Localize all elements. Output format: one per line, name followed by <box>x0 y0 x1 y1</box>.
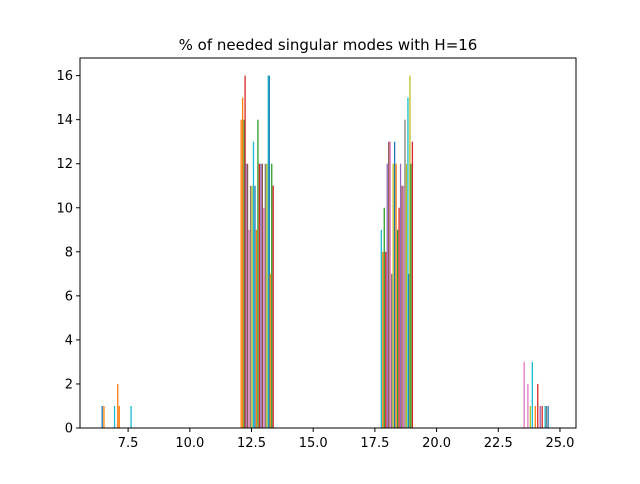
bar-17 <box>255 229 258 428</box>
bar-43 <box>399 163 402 428</box>
bar-37 <box>391 273 393 428</box>
y-tick-label-6: 12 <box>56 157 73 172</box>
bar-12 <box>248 229 250 428</box>
bar-63 <box>547 405 549 428</box>
bar-16 <box>254 185 256 428</box>
bar-45 <box>402 185 405 428</box>
bar-14 <box>251 185 253 428</box>
x-tick-label-1: 10.0 <box>175 436 204 451</box>
x-tick-label-6: 22.5 <box>484 436 513 451</box>
bar-32 <box>383 207 385 428</box>
bar-24 <box>266 163 268 428</box>
bar-0 <box>101 405 103 428</box>
bar-56 <box>531 361 533 428</box>
bar-48 <box>407 97 409 428</box>
bar-20 <box>260 163 262 428</box>
bars-layer <box>101 75 549 429</box>
x-tick-label-7: 25.0 <box>545 436 574 451</box>
axis-layer: 7.5 10.0 12.5 15.0 17.5 20.0 22.5 25.0 0 2 4 6 8 10 12… <box>56 69 574 451</box>
bar-55 <box>529 405 531 428</box>
bar-19 <box>258 163 261 428</box>
y-tick-label-0: 0 <box>65 422 73 437</box>
bar-46 <box>404 119 406 429</box>
bar-59 <box>539 405 541 428</box>
bar-52 <box>411 141 414 428</box>
y-tick-label-1: 2 <box>65 377 73 392</box>
x-tick-label-3: 15.0 <box>299 436 328 451</box>
y-tick-label-7: 14 <box>56 113 73 128</box>
bar-57 <box>534 405 536 428</box>
bar-10 <box>245 163 247 428</box>
bar-5 <box>130 405 132 428</box>
bar-54 <box>527 383 529 428</box>
bar-8 <box>243 119 245 429</box>
bar-13 <box>249 185 252 428</box>
bar-51 <box>410 163 412 428</box>
bar-22 <box>263 207 265 428</box>
bar-50 <box>409 75 411 429</box>
bar-31 <box>382 251 384 428</box>
bar-62 <box>545 405 548 428</box>
bar-18 <box>257 119 259 429</box>
plot-area <box>80 58 576 428</box>
bar-23 <box>264 163 266 428</box>
bar-61 <box>544 405 546 428</box>
bar-4 <box>118 405 120 428</box>
bar-53 <box>523 361 525 428</box>
bar-28 <box>271 163 273 428</box>
y-tick-label-4: 8 <box>65 245 73 260</box>
bar-49 <box>408 273 410 428</box>
bar-44 <box>401 185 403 428</box>
x-tick-label-2: 12.5 <box>237 436 266 451</box>
bar-15 <box>252 141 255 428</box>
bar-35 <box>388 141 390 428</box>
bar-30 <box>380 229 382 428</box>
bar-39 <box>393 141 396 428</box>
bar-38 <box>392 163 394 428</box>
bar-33 <box>385 251 387 428</box>
y-tick-label-5: 10 <box>56 201 73 216</box>
bar-60 <box>541 405 543 428</box>
bar-21 <box>261 163 264 428</box>
x-tick-label-4: 17.5 <box>360 436 389 451</box>
bar-9 <box>244 75 246 429</box>
bar-26 <box>268 75 270 429</box>
plot-frame <box>79 57 577 429</box>
bar-6 <box>240 119 242 429</box>
bar-27 <box>269 273 271 428</box>
bar-7 <box>241 97 244 428</box>
bar-42 <box>398 207 400 428</box>
y-tick-label-2: 4 <box>65 333 73 348</box>
bar-1 <box>103 405 105 428</box>
y-tick-label-3: 6 <box>65 289 73 304</box>
bar-40 <box>395 163 397 428</box>
x-tick-label-0: 7.5 <box>118 436 139 451</box>
y-tick-label-8: 16 <box>56 69 73 84</box>
bar-47 <box>405 163 408 428</box>
chart-title: % of needed singular modes with H=16 <box>179 36 478 54</box>
bar-3 <box>117 383 119 428</box>
bar-11 <box>246 163 249 428</box>
bar-34 <box>386 163 388 428</box>
x-tick-label-5: 20.0 <box>422 436 451 451</box>
bar-41 <box>396 229 399 428</box>
bar-2 <box>113 405 116 428</box>
bar-36 <box>389 141 391 428</box>
bar-29 <box>272 185 274 428</box>
bar-25 <box>267 75 269 429</box>
bar-58 <box>537 383 539 428</box>
